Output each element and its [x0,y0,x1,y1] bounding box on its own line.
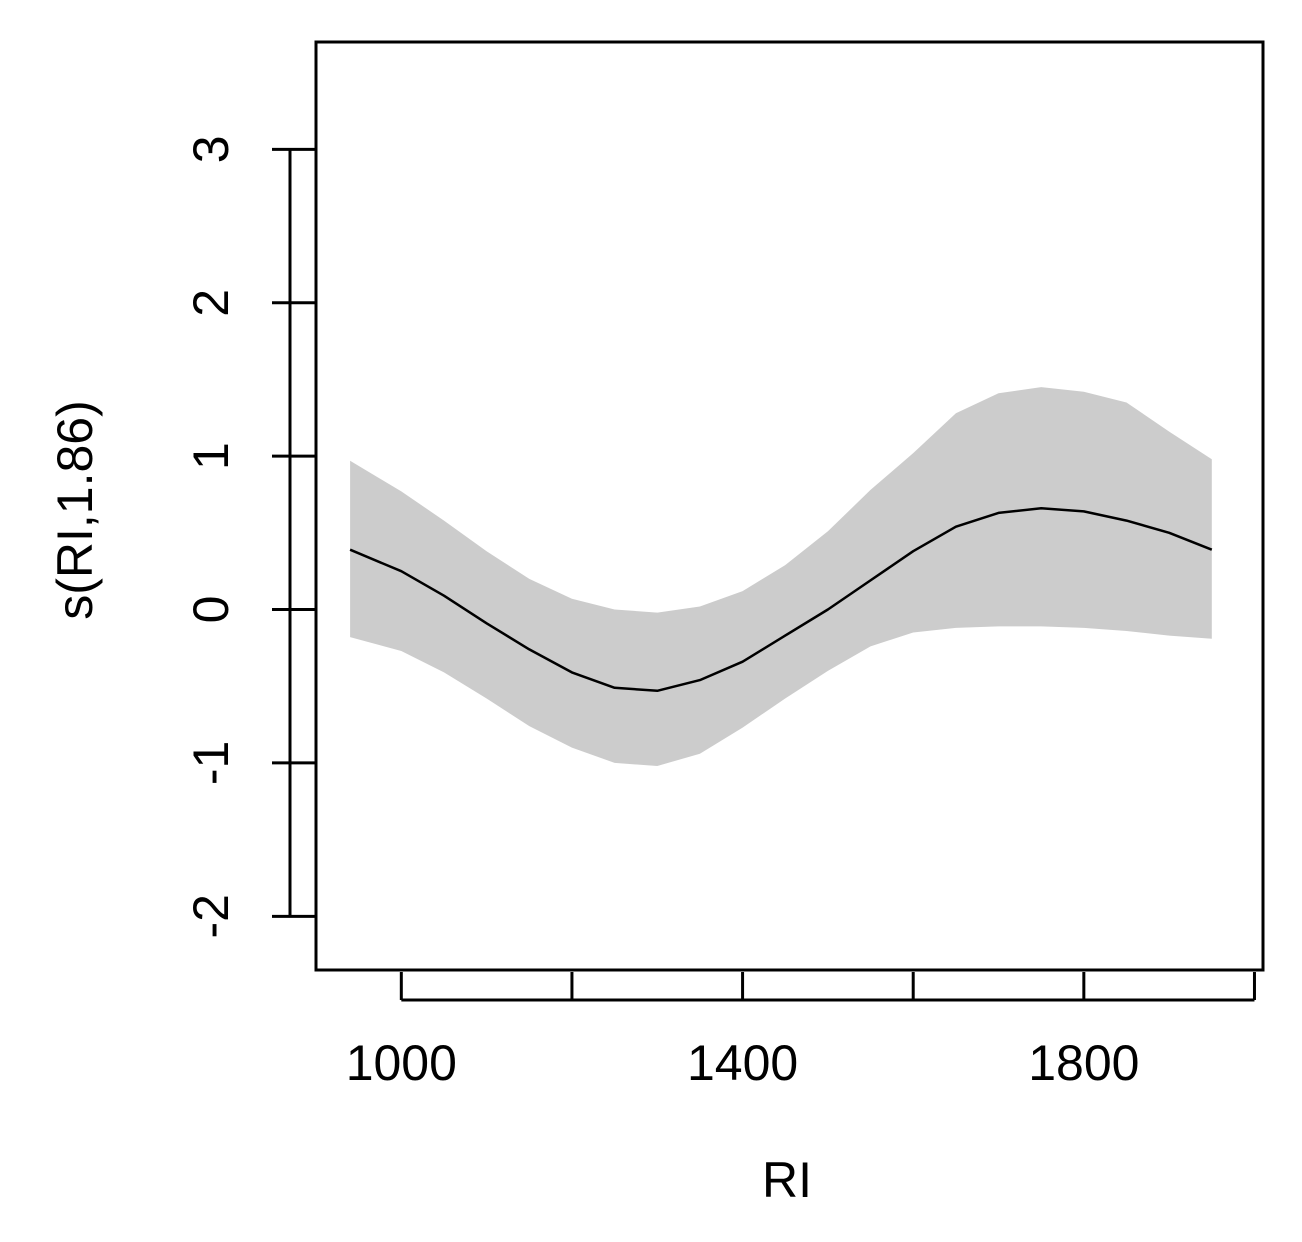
y-axis: -2 -1 0 1 2 3 [183,135,316,939]
x-tick-label: 1400 [687,1035,798,1091]
y-tick-label: 3 [183,135,239,163]
y-tick-label: -1 [183,741,239,785]
y-tick-label: 2 [183,289,239,317]
fitted-line [349,507,1213,693]
confidence-band-area [350,387,1212,766]
y-tick-label: -2 [183,894,239,938]
plot-frame [314,40,1265,972]
x-tick-label: 1800 [1028,1035,1139,1091]
y-tick-label: 1 [183,442,239,470]
y-tick-label: 0 [183,596,239,624]
y-axis-title: s(RI,1.86) [47,400,103,620]
x-tick-label: 1000 [346,1035,457,1091]
fit-line [349,507,1213,693]
confidence-band [350,387,1212,766]
x-axis: 1000 1400 1800 [346,972,1256,1091]
x-axis-title: RI [762,1152,812,1208]
